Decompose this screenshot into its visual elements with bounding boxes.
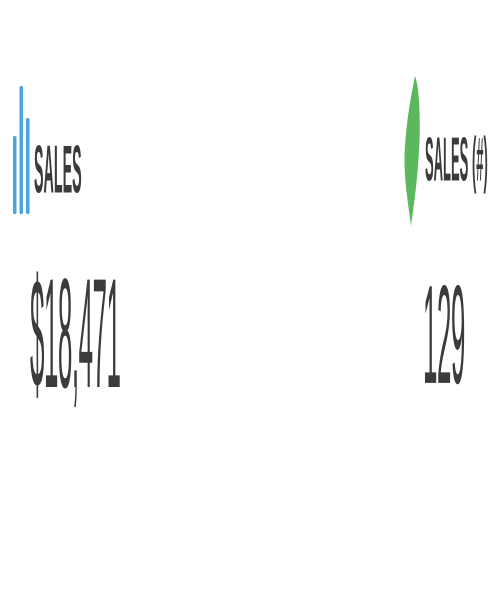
sales-count-label: SALES (#) — [425, 123, 488, 195]
sales-count-widget: SALES (#) 129 — [403, 76, 498, 436]
sales-widget: SALES $18,471 — [12, 86, 192, 446]
leaf-icon — [403, 76, 423, 231]
sales-count-value: 129 — [423, 258, 465, 416]
sales-label: SALES — [34, 130, 82, 208]
bar-chart-icon — [12, 86, 32, 221]
sales-value: $18,471 — [30, 249, 121, 423]
